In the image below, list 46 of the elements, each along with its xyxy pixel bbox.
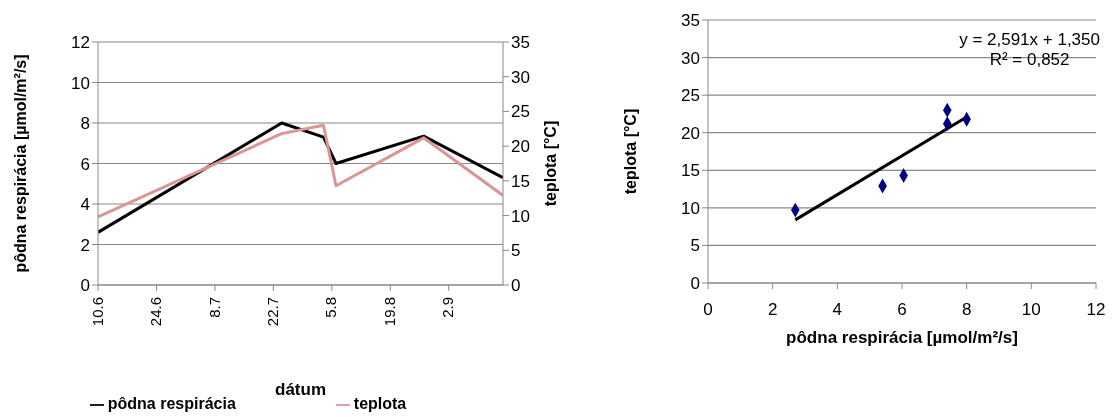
x-tick-label: 22.7 bbox=[264, 297, 282, 327]
legend-label: pôdna respirácia bbox=[107, 395, 236, 412]
y-tick-label: 30 bbox=[681, 48, 700, 68]
legend-label: teplota bbox=[353, 395, 407, 412]
y2-tick-label: 15 bbox=[511, 171, 530, 191]
x-axis-title: dátum bbox=[275, 380, 326, 399]
y-tick-label: 10 bbox=[71, 73, 90, 93]
y2-tick-label: 20 bbox=[511, 137, 530, 157]
x-tick-label: 0 bbox=[703, 300, 713, 320]
y2-tick-label: 25 bbox=[511, 102, 530, 122]
x-tick-label: 6 bbox=[897, 300, 907, 320]
x-tick-label: 10 bbox=[1021, 300, 1041, 320]
x-tick-label: 12 bbox=[1086, 300, 1106, 320]
y-tick-label: 35 bbox=[681, 11, 700, 31]
y-tick-label: 6 bbox=[80, 154, 90, 174]
y2-tick-label: 10 bbox=[511, 206, 530, 226]
y-tick-label: 0 bbox=[80, 276, 90, 296]
x-tick-label: 24.6 bbox=[147, 297, 165, 327]
y-tick-label: 8 bbox=[80, 114, 90, 134]
annotation: R² = 0,852 bbox=[988, 50, 1071, 70]
y2-tick-label: 35 bbox=[511, 33, 530, 53]
y-tick-label: 5 bbox=[690, 236, 700, 256]
y-tick-label: 20 bbox=[681, 123, 700, 143]
x-tick-label: 2 bbox=[767, 300, 778, 320]
x-tick-label: 5.8 bbox=[322, 297, 340, 318]
y2-tick-label: 5 bbox=[511, 241, 521, 261]
y-axis-title: teplota [°C] bbox=[621, 108, 639, 195]
y-tick-label: 25 bbox=[681, 86, 700, 106]
y-axis-title: pôdna respirácia [µmol/m²/s] bbox=[11, 54, 29, 273]
y2-tick-label: 30 bbox=[511, 67, 530, 87]
y-tick-label: 4 bbox=[80, 195, 90, 215]
x-tick-label: 2.9 bbox=[439, 297, 457, 318]
y2-axis-title: teplota [°C] bbox=[541, 120, 559, 207]
x-tick-label: 19.8 bbox=[380, 297, 398, 327]
annotation: y = 2,591x + 1,350 bbox=[959, 30, 1100, 50]
y-tick-label: 10 bbox=[681, 198, 700, 218]
x-tick-label: 4 bbox=[832, 300, 843, 320]
y2-tick-label: 0 bbox=[511, 276, 521, 296]
x-tick-label: 8 bbox=[961, 300, 972, 320]
y-tick-label: 0 bbox=[690, 274, 700, 294]
y-tick-label: 2 bbox=[80, 235, 90, 255]
y-tick-label: 15 bbox=[681, 161, 700, 181]
x-tick-label: 8.7 bbox=[205, 297, 223, 318]
y-tick-label: 12 bbox=[71, 33, 90, 53]
x-axis-title: pôdna respirácia [µmol/m²/s] bbox=[786, 328, 1018, 347]
x-tick-label: 10.6 bbox=[88, 297, 106, 327]
